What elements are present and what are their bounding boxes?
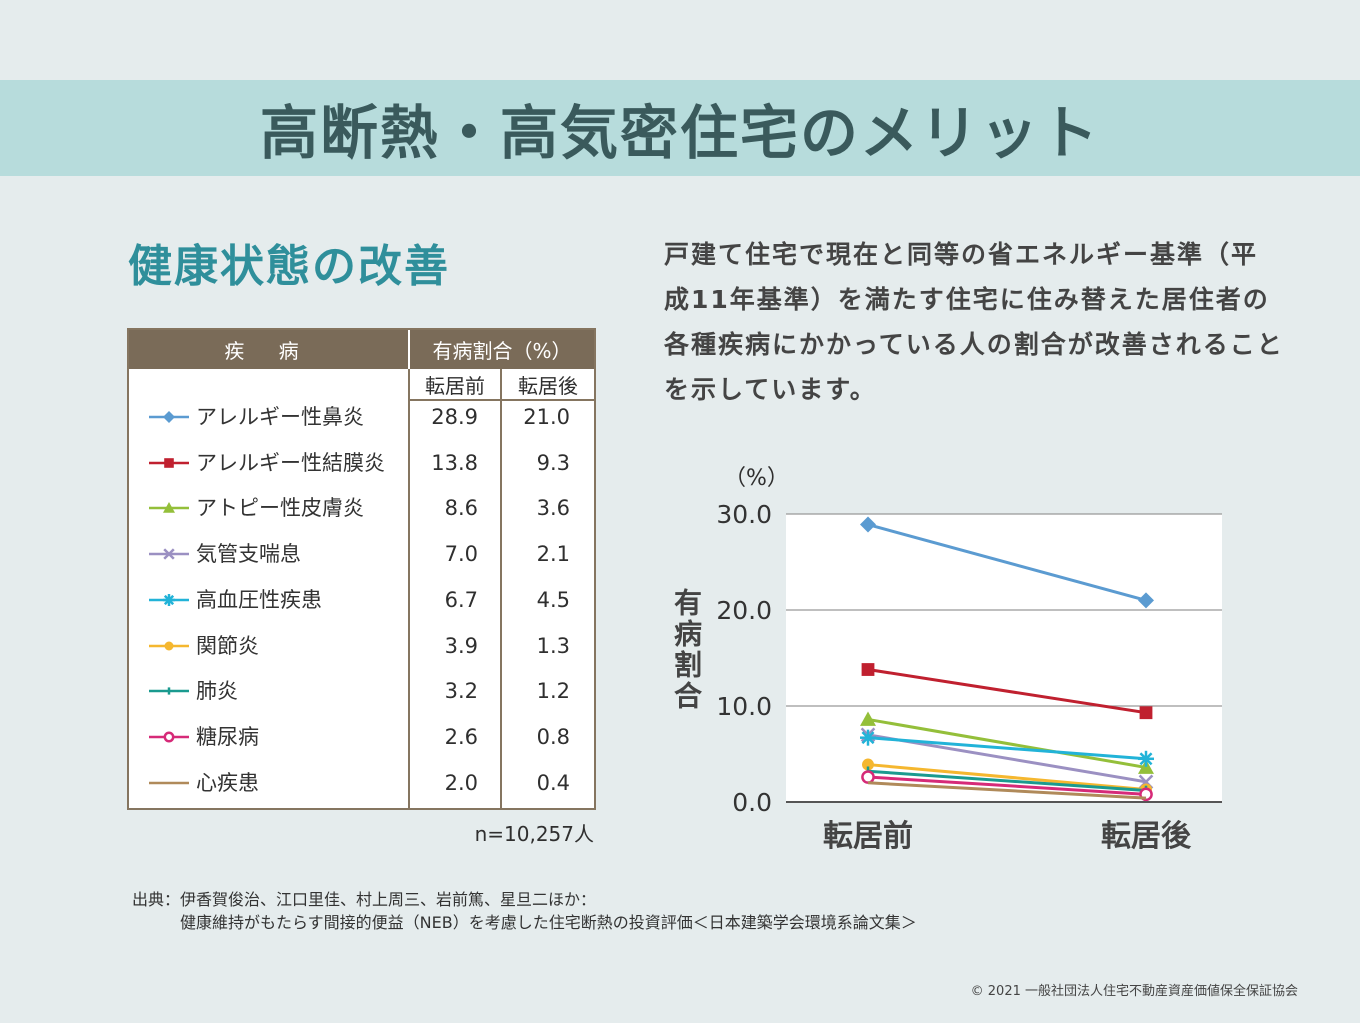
y-tick-label: 10.0 (716, 692, 772, 721)
table-row: アレルギー性鼻炎 28.9 21.0 (129, 402, 594, 448)
rate-after: 4.5 (536, 587, 570, 612)
data-point (1139, 706, 1153, 720)
line-chart: 0.0 10.0 20.0 30.0 転居前 転居後 (716, 500, 1222, 854)
column-divider-1 (408, 369, 410, 808)
sample-size-note: n=10,257人 (474, 822, 594, 846)
series-5 (862, 758, 1152, 796)
data-point (861, 770, 875, 784)
subheader-after: 転居後 (502, 369, 594, 399)
series-line (867, 668, 1147, 715)
rate-after: 1.2 (536, 679, 570, 704)
disease-rate-table: 疾 病 有病割合（%） 転居前 転居後 アレルギー性鼻炎 28.9 21.0 アレルギ… (127, 328, 596, 810)
rate-after: 9.3 (536, 450, 570, 475)
rate-before: 3.9 (444, 633, 478, 658)
subheader-before: 転居前 (410, 369, 500, 399)
disease-name: 糖尿病 (196, 724, 259, 749)
table-row: アレルギー性結膜炎 13.8 9.3 (129, 448, 594, 494)
rate-before: 2.0 (444, 770, 478, 795)
header-rate: 有病割合（%） (432, 339, 572, 363)
data-point (860, 729, 876, 746)
rate-after: 21.0 (523, 405, 570, 429)
rate-before: 7.0 (444, 542, 478, 567)
data-point (1138, 592, 1154, 609)
rate-after: 2.1 (536, 542, 570, 567)
table-row: 心疾患 2.0 0.4 (129, 768, 594, 814)
data-point (1138, 750, 1154, 767)
disease-name: アトピー性皮膚炎 (196, 496, 364, 521)
legend-marker-4 (149, 593, 189, 606)
column-divider-2 (500, 369, 502, 808)
table-row: 肺炎 3.2 1.2 (129, 676, 594, 722)
rate-after: 1.3 (536, 633, 570, 658)
table-row: 高血圧性疾患 6.7 4.5 (129, 585, 594, 631)
series-line (867, 736, 1147, 761)
table-row: アトピー性皮膚炎 8.6 3.6 (129, 493, 594, 539)
series-0 (860, 516, 1154, 609)
rate-before: 28.9 (431, 405, 478, 429)
disease-name: 肺炎 (196, 679, 238, 704)
rate-before: 3.2 (444, 679, 478, 704)
table-row: 気管支喘息 7.0 2.1 (129, 539, 594, 585)
series-8 (867, 781, 1147, 800)
x-tick-label: 転居前 (823, 819, 913, 854)
legend-marker-7 (149, 731, 189, 743)
series-4 (860, 729, 1154, 767)
rate-after: 3.6 (536, 496, 570, 521)
series-line (867, 523, 1147, 602)
description-text: 戸建て住宅で現在と同等の省エネルギー基準（平成11年基準）を満たす住宅に住み替え… (664, 240, 1284, 404)
data-point (860, 516, 876, 533)
series-line (867, 775, 1147, 796)
legend-marker-5 (149, 641, 189, 650)
series-1 (861, 663, 1153, 720)
rate-before: 8.6 (444, 496, 478, 521)
disease-name: 心疾患 (196, 770, 259, 795)
legend-marker-6 (149, 687, 189, 695)
disease-name: 関節炎 (196, 633, 259, 658)
table-row: 糖尿病 2.6 0.8 (129, 722, 594, 768)
rate-before: 6.7 (444, 587, 478, 612)
y-tick-label: 30.0 (716, 500, 772, 529)
y-tick-label: 20.0 (716, 596, 772, 625)
header-divider (408, 330, 410, 369)
series-line (867, 763, 1147, 792)
subheader-divider (410, 399, 594, 401)
series-line (867, 769, 1147, 792)
series-line (867, 781, 1147, 800)
disease-name: 高血圧性疾患 (196, 587, 322, 612)
series-line (867, 717, 1147, 769)
x-tick-label: 転居後 (1101, 819, 1192, 854)
source-line-1: 出典：伊香賀俊治、江口里佳、村上周三、岩前篤、星旦二ほか： (132, 890, 597, 909)
table-row: 関節炎 3.9 1.3 (129, 631, 594, 677)
disease-name: 気管支喘息 (196, 542, 301, 567)
legend-marker-0 (149, 411, 189, 423)
data-point (862, 758, 874, 771)
source-line-2: 健康維持がもたらす間接的便益（NEB）を考慮した住宅断熱の投資評価＜日本建築学会… (180, 913, 917, 932)
copyright-text: © 2021 一般社団法人住宅不動産資産価値保全保証協会 (970, 984, 1298, 999)
header-disease: 疾 病 (224, 339, 313, 363)
rate-after: 0.8 (536, 724, 570, 749)
table-header-row: 疾 病 有病割合（%） (129, 330, 594, 369)
disease-name: アレルギー性鼻炎 (196, 405, 364, 429)
legend-marker-1 (149, 457, 189, 468)
rate-after: 0.4 (536, 770, 570, 795)
page-title: 高断熱・高気密住宅のメリット (259, 99, 1100, 167)
source-citation: 出典：伊香賀俊治、江口里佳、村上周三、岩前篤、星旦二ほか： 健康維持がもたらす間… (132, 888, 917, 934)
data-point (861, 663, 875, 676)
y-tick-label: 0.0 (732, 788, 772, 817)
legend-marker-8 (149, 781, 189, 784)
section-title: 健康状態の改善 (128, 241, 450, 292)
disease-name: アレルギー性結膜炎 (196, 450, 385, 475)
legend-marker-3 (149, 548, 189, 560)
rate-before: 13.8 (431, 450, 478, 475)
chart-unit-label: （%） (724, 466, 789, 491)
legend-marker-2 (149, 502, 189, 514)
data-point (860, 711, 876, 726)
title-banner: 高断熱・高気密住宅のメリット (0, 80, 1360, 176)
chart-y-axis-label: 有病割合 (670, 588, 703, 712)
rate-before: 2.6 (444, 724, 478, 749)
